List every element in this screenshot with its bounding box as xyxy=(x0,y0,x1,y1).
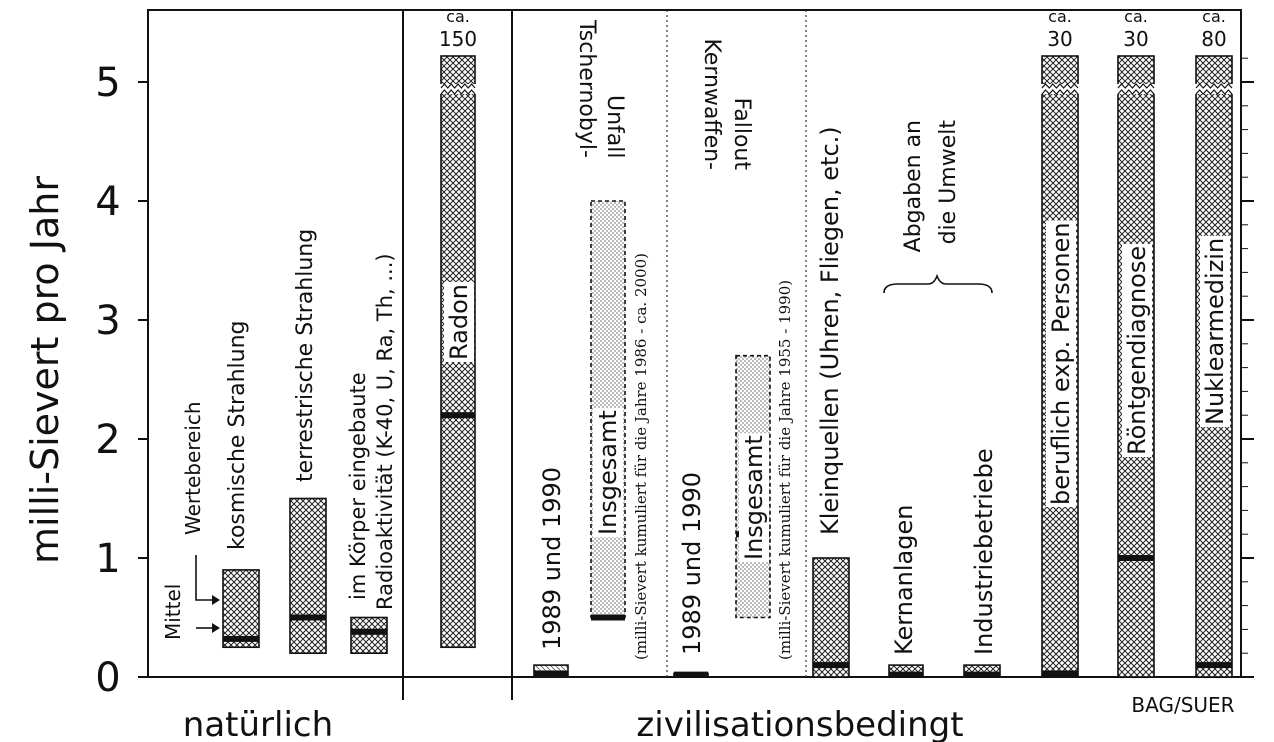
bar-mean-nuklear xyxy=(1196,662,1232,669)
legend-mean-label: Mittel xyxy=(161,584,185,640)
legend-range-arrowhead xyxy=(212,595,220,605)
bar-break-edge-beruflich xyxy=(1041,83,1079,89)
bar-mean-beruflich xyxy=(1042,670,1078,677)
label-radon: Radon xyxy=(445,284,473,360)
y-tick-label: 0 xyxy=(95,655,120,701)
legend-range-arrow xyxy=(195,555,212,601)
bar-mean-fallout1989 xyxy=(674,671,708,678)
bar-koerper xyxy=(350,616,388,655)
bar-mean-kosmisch xyxy=(223,635,259,642)
y-tick-label: 2 xyxy=(95,417,120,463)
annotation-fallout: Kernwaffen- Fallout xyxy=(699,38,754,170)
bar-break-nuklear xyxy=(1195,84,1233,94)
label-beruflich-bg xyxy=(1046,220,1076,507)
label-fallout1989: 1989 und 1990 xyxy=(678,472,706,655)
bar-top-label-beruflich: ca. xyxy=(1048,7,1072,26)
label-kosmisch: kosmische Strahlung xyxy=(225,321,250,550)
label-roentgen: Röntgendiagnose xyxy=(1123,246,1151,455)
bar-top-label-radon: ca. xyxy=(446,7,470,26)
abgaben-brace xyxy=(883,273,993,294)
annotation-abgaben-line2: die Umwelt xyxy=(936,120,961,245)
annotation-tschernobyl-line2: Unfall xyxy=(602,95,627,159)
bar-mean-radon xyxy=(441,412,475,419)
annotation-tschernobyl: Tschernobyl- Unfall xyxy=(574,19,627,159)
bar-mean-koerper xyxy=(351,628,387,635)
label-tscherno-total-bg xyxy=(593,408,623,537)
annotation-tschernobyl-line1: Tschernobyl- xyxy=(574,19,599,158)
bar-break-edge-roentgen xyxy=(1117,83,1155,89)
group-label-civilisation: zivilisationsbedingt xyxy=(636,705,963,742)
bar-mean-roentgen xyxy=(1118,555,1154,561)
bar-mean-kernanlagen xyxy=(889,671,923,678)
y-axis-label: milli-Sievert pro Jahr xyxy=(23,176,67,564)
label-fallout-total: Insgesamt xyxy=(740,435,768,560)
bar-terrestrisch xyxy=(289,497,327,654)
source-label: BAG/SUER xyxy=(1131,693,1234,717)
bar-kosmisch xyxy=(222,569,260,649)
bar-break-radon xyxy=(440,84,476,94)
bar-break-beruflich xyxy=(1041,84,1079,94)
bar-kleinquellen xyxy=(812,557,850,678)
bar-break-edge-nuklear xyxy=(1195,83,1233,89)
y-tick-label: 5 xyxy=(95,60,120,106)
label-koerper: im Körper eingebaute xyxy=(346,372,370,600)
bar-top-label-nuklear: ca. xyxy=(1202,7,1226,26)
bar-break-edge2-roentgen xyxy=(1117,89,1155,95)
bar-break-edge2-radon xyxy=(440,89,476,95)
group-label-natural: natürlich xyxy=(183,705,333,742)
label-nuklear-bg xyxy=(1200,235,1230,427)
annotation-abgaben-line1: Abgaben an xyxy=(901,120,926,252)
legend-mean-arrowhead xyxy=(212,623,220,633)
y-tick-label: 3 xyxy=(95,298,120,344)
label-koerper-2: Radioaktivität (K-40, U, Ra, Th, ...) xyxy=(373,253,397,610)
bar-top-value-nuklear: 80 xyxy=(1201,27,1226,51)
label-nuklear: Nuklearmedizin xyxy=(1201,238,1229,425)
label-terrestrisch: terrestrische Strahlung xyxy=(293,229,318,482)
bar-break-edge2-beruflich xyxy=(1041,89,1079,95)
y-tick-label: 1 xyxy=(95,536,120,582)
label-fallout-total-bg xyxy=(739,433,769,562)
bar-break-edge2-nuklear xyxy=(1195,89,1233,95)
bar-mean-tscherno1989 xyxy=(534,670,568,677)
label-fallout-note: (milli-Sievert kumuliert für die Jahre 1… xyxy=(776,280,794,660)
bar-top-value-roentgen: 30 xyxy=(1123,27,1148,51)
legend: Wertebereich Mittel xyxy=(161,401,220,640)
bar-top-label-roentgen: ca. xyxy=(1124,7,1148,26)
bar-mean-kleinquellen xyxy=(813,662,849,669)
bar-break-edge-radon xyxy=(440,83,476,89)
label-roentgen-bg xyxy=(1122,243,1152,457)
bar-mean-industrie xyxy=(964,671,1000,678)
label-radon-bg xyxy=(444,282,474,362)
y-axis: 0 1 2 3 4 5 xyxy=(95,57,1254,701)
annotation-abgaben: Abgaben an die Umwelt xyxy=(883,120,993,294)
annotation-fallout-line2: Fallout xyxy=(729,98,754,171)
legend-range-label: Wertebereich xyxy=(181,401,205,535)
label-tscherno1989: 1989 und 1990 xyxy=(538,467,566,650)
bar-mean-terrestrisch xyxy=(290,614,326,621)
label-kernanlagen: Kernanlagen xyxy=(890,505,918,655)
bar-mean-tscherno_total xyxy=(591,614,625,621)
label-beruflich: beruflich exp. Personen xyxy=(1047,222,1075,505)
label-tscherno-total: Insgesamt xyxy=(594,410,622,535)
label-tscherno-note: (milli-Sievert kumuliert für die Jahre 1… xyxy=(632,253,650,660)
bar-top-value-radon: 150 xyxy=(439,27,477,51)
annotation-fallout-line1: Kernwaffen- xyxy=(699,38,724,170)
y-tick-label: 4 xyxy=(95,179,120,225)
label-industrie: Industriebetriebe xyxy=(970,448,998,655)
bar-break-roentgen xyxy=(1117,84,1155,94)
label-kleinquellen: Kleinquellen (Uhren, Fliegen, etc.) xyxy=(816,126,844,535)
bar-top-value-beruflich: 30 xyxy=(1047,27,1072,51)
